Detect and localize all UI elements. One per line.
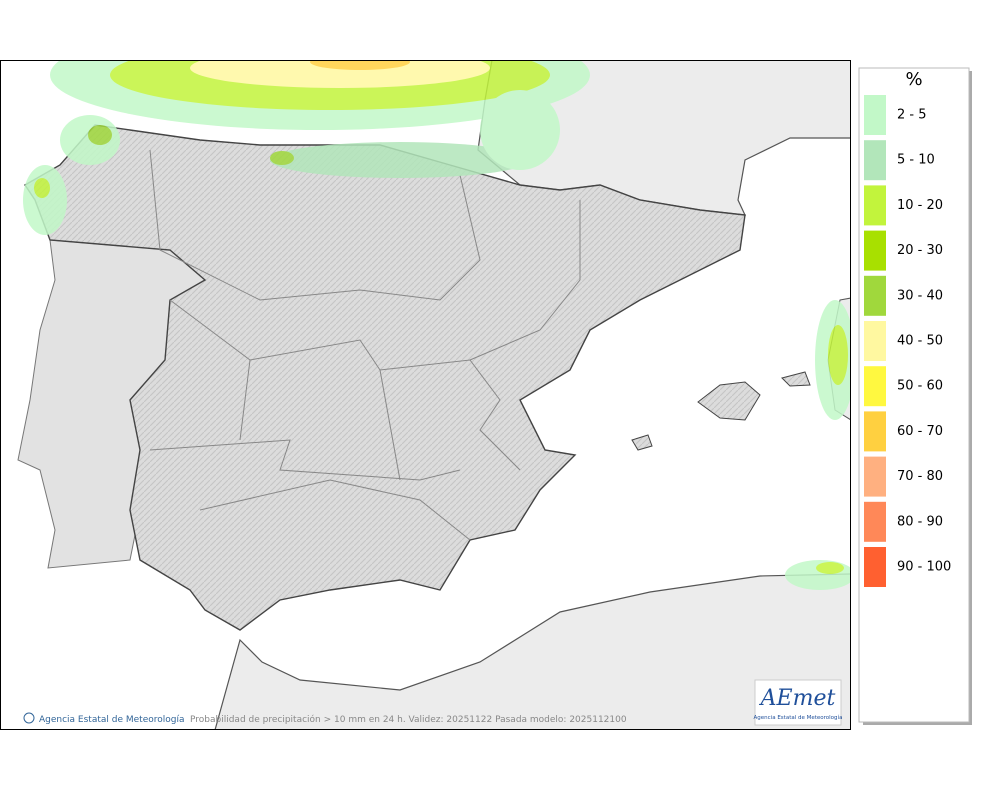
region-borders [149,149,581,541]
legend-swatch [864,275,886,316]
legend-label: 2 - 5 [897,108,927,123]
legend-label: 5 - 10 [897,153,935,168]
legend-label: 80 - 90 [897,514,943,529]
legend-label: 10 - 20 [897,198,943,213]
logo-box [754,679,842,726]
map: Agencia Estatal de Meteorología Probabil… [1,60,850,729]
precipitation [23,60,850,590]
legend-label: 30 - 40 [897,288,943,303]
legend-label: 20 - 30 [897,243,943,258]
ibiza [631,434,653,451]
legend-swatch [864,140,886,181]
legend-swatch [864,230,886,271]
legend: 2 - 5 5 - 10 10 - 20 20 - 30 30 - 40 40 - 50 5… [864,95,951,587]
legend-label: 50 - 60 [897,379,943,394]
legend-label: 60 - 70 [897,424,943,439]
credit: Agencia Estatal de Meteorología [39,715,185,725]
legend-swatch [864,321,886,361]
caption: Probabilidad de precipitación > 10 mm en… [190,714,627,725]
logo-subtitle: Agencia Estatal de Meteorología [754,714,843,721]
map-frame [0,60,851,730]
legend-swatch [864,95,886,135]
menorca [781,371,811,387]
legend-swatch [864,185,886,226]
africa [214,573,850,729]
legend-swatch [864,366,886,407]
legend-swatch [864,501,886,542]
mallorca [697,381,761,421]
legend-label: 90 - 100 [897,560,951,575]
legend-title: % [905,69,922,90]
legend-label: 70 - 80 [897,469,943,484]
legend-swatch [864,547,886,587]
legend-label: 40 - 50 [897,334,943,349]
legend-swatch [864,411,886,452]
logo: AEmet [759,686,836,711]
legend-swatch [864,456,886,497]
copyright-icon [23,712,35,724]
